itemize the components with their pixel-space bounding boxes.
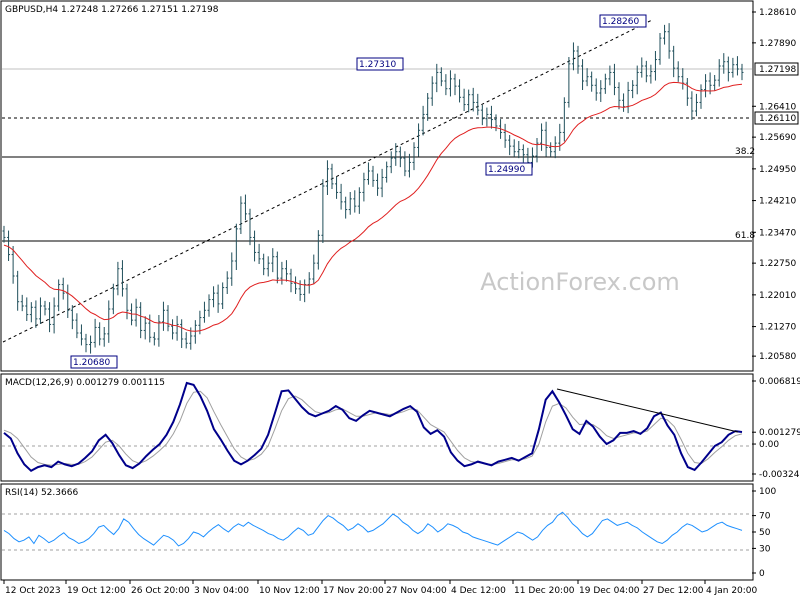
price-tick-label: 1.21270 xyxy=(759,323,796,333)
price-tick-label: 1.22750 xyxy=(759,259,796,269)
price-tick-label: 1.22010 xyxy=(759,291,796,301)
price-panel-frame xyxy=(0,0,754,372)
svg-text:1.26110: 1.26110 xyxy=(759,114,796,124)
svg-text:1.27198: 1.27198 xyxy=(759,65,796,75)
x-tick-label: 26 Oct 20:00 xyxy=(131,586,190,596)
x-tick-label: 27 Dec 12:00 xyxy=(643,586,704,596)
price-tick-label: 1.20580 xyxy=(759,352,796,362)
price-tick-label: 1.26410 xyxy=(759,102,796,112)
x-axis: 12 Oct 2023 19 Oct 12:00 26 Oct 20:00 3 Nov… xyxy=(3,580,758,596)
macd-signal-line xyxy=(3,390,743,466)
high-dec-annotation: 1.28260 xyxy=(599,14,647,28)
rsi-title: RSI(14) 52.3666 xyxy=(5,488,78,498)
rsi-line xyxy=(3,511,743,547)
x-tick-label: 19 Dec 04:00 xyxy=(579,586,640,596)
price-tick-label: 1.28610 xyxy=(759,8,796,18)
x-tick-label: 3 Nov 04:00 xyxy=(194,586,249,596)
x-tick-label: 10 Nov 12:00 xyxy=(259,586,320,596)
x-tick-label: 4 Dec 12:00 xyxy=(451,586,506,596)
rsi-y-axis: 100 70 50 30 0 xyxy=(752,487,776,579)
rsi-tick-label: 100 xyxy=(759,487,776,497)
price-candles xyxy=(2,23,744,354)
x-tick-label: 11 Dec 20:00 xyxy=(514,586,575,596)
fib-38-label: 38.2 xyxy=(735,147,755,157)
price-tick-label: 1.25690 xyxy=(759,133,796,143)
price-tick-label: 1.23470 xyxy=(759,228,796,238)
price-title: GBPUSD,H4 1.27248 1.27266 1.27151 1.2719… xyxy=(5,5,219,15)
svg-text:1.20680: 1.20680 xyxy=(73,358,110,368)
macd-tick-label: 0.001279 xyxy=(759,428,800,438)
rsi-tick-label: 50 xyxy=(759,528,771,538)
macd-tick-label: 0.00 xyxy=(759,440,779,450)
svg-text:1.24990: 1.24990 xyxy=(488,165,525,175)
rsi-panel-frame xyxy=(0,483,754,581)
high-nov-annotation: 1.27310 xyxy=(356,57,404,71)
rsi-tick-label: 70 xyxy=(759,512,771,522)
x-tick-label: 12 Oct 2023 xyxy=(5,586,61,596)
rsi-tick-label: 30 xyxy=(759,544,771,554)
x-tick-label: 19 Oct 12:00 xyxy=(67,586,126,596)
rsi-tick-label: 0 xyxy=(759,569,765,579)
macd-title: MACD(12,26,9) 0.001279 0.001115 xyxy=(5,378,165,388)
watermark: ActionForex.com xyxy=(480,268,680,296)
macd-panel-frame xyxy=(0,373,754,482)
macd-line xyxy=(3,381,743,473)
svg-text:1.27310: 1.27310 xyxy=(359,60,396,70)
x-tick-label: 27 Nov 04:00 xyxy=(386,586,447,596)
current-price-tag: 1.27198 xyxy=(754,62,799,76)
fib-61-label: 61.8 xyxy=(735,231,755,241)
low-dec-annotation: 1.24990 xyxy=(485,162,533,176)
macd-trendline xyxy=(556,388,739,433)
x-tick-label: 17 Nov 20:00 xyxy=(323,586,384,596)
low-annotation: 1.20680 xyxy=(70,355,118,369)
moving-average-line xyxy=(3,81,743,332)
x-tick-label: 4 Jan 20:00 xyxy=(706,586,758,596)
marked-level-tag: 1.26110 xyxy=(754,111,799,125)
macd-tick-label: 0.006819 xyxy=(759,377,800,387)
price-tick-label: 1.24210 xyxy=(759,197,796,207)
svg-text:1.28260: 1.28260 xyxy=(602,17,639,27)
price-tick-label: 1.27890 xyxy=(759,39,796,49)
price-tick-label: 1.24950 xyxy=(759,165,796,175)
price-y-axis: 1.28610 1.27890 1.26410 1.25690 1.24950 1.242… xyxy=(752,8,796,362)
